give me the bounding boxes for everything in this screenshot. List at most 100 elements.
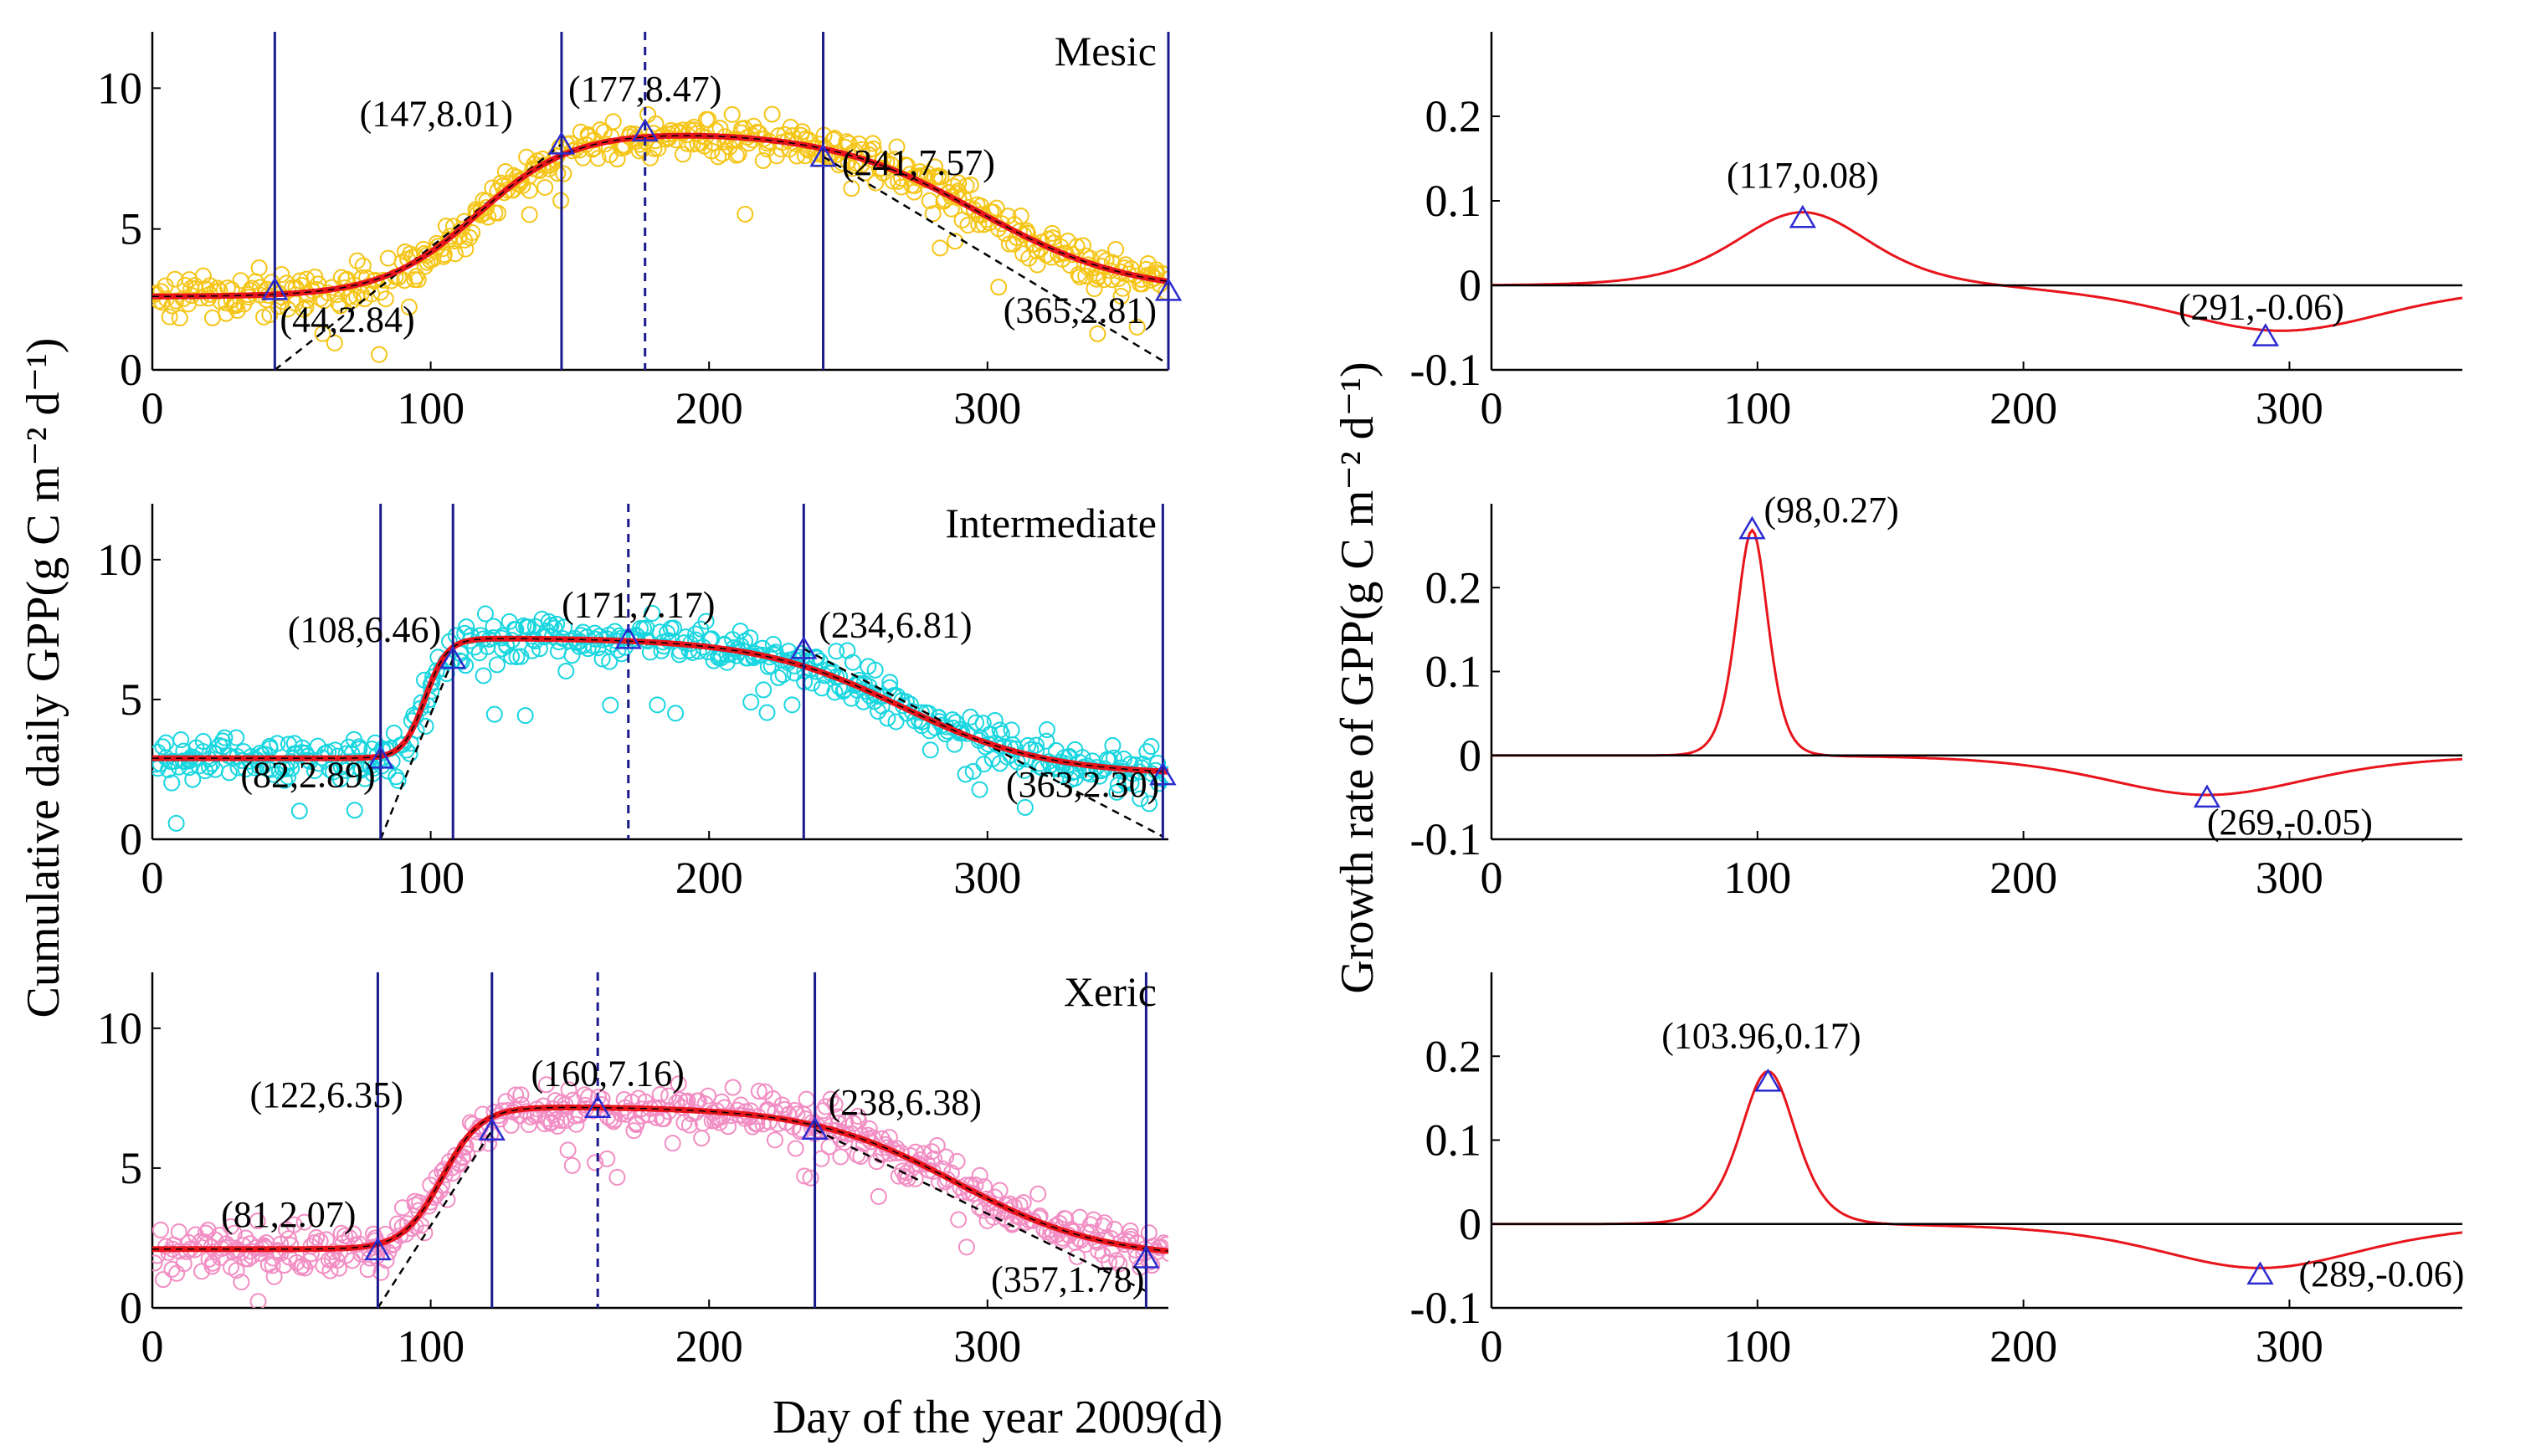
fit-curve-overlay <box>152 135 1168 298</box>
key-point-label: (147,8.01) <box>360 93 513 134</box>
key-point-label: (238,6.38) <box>829 1082 982 1123</box>
data-point <box>233 1274 250 1291</box>
data-point <box>555 165 572 182</box>
data-point <box>485 705 503 723</box>
data-point <box>587 1154 604 1171</box>
data-point <box>523 642 541 659</box>
data-point <box>457 657 475 674</box>
data-point <box>1100 1253 1117 1271</box>
data-point <box>665 619 682 637</box>
extremum-label: (117,0.08) <box>1727 155 1879 196</box>
data-point <box>723 105 741 123</box>
data-point <box>1161 1245 1168 1263</box>
data-point <box>1027 736 1045 754</box>
key-point-marker <box>631 118 659 142</box>
data-point <box>228 1262 245 1279</box>
y-tick-label: -0.1 <box>1410 814 1481 864</box>
data-point <box>285 1216 303 1233</box>
data-point <box>993 725 1010 742</box>
data-point <box>1075 237 1092 254</box>
data-point <box>548 615 566 633</box>
data-point <box>557 662 575 679</box>
data-point <box>201 277 218 295</box>
data-point <box>216 729 234 746</box>
key-point-marker <box>1154 277 1183 301</box>
data-point <box>724 1079 742 1096</box>
data-point <box>866 661 884 679</box>
data-point <box>826 1095 844 1113</box>
data-point <box>214 738 232 756</box>
tangent-line <box>379 658 454 839</box>
x-tick-label: 200 <box>1989 383 2057 433</box>
data-point <box>161 308 178 326</box>
data-point <box>388 768 405 786</box>
data-point <box>152 1254 163 1272</box>
data-point <box>265 1268 283 1285</box>
data-point <box>1085 1211 1102 1228</box>
data-point <box>171 310 188 327</box>
data-point <box>154 1271 172 1289</box>
data-point <box>832 1148 850 1166</box>
data-point <box>579 126 597 143</box>
key-point-marker <box>1149 761 1177 786</box>
data-point <box>232 272 249 290</box>
data-point <box>408 268 425 285</box>
data-point <box>157 734 175 751</box>
x-tick-label: 300 <box>953 383 1021 433</box>
data-point <box>860 1120 878 1137</box>
data-point <box>228 729 245 746</box>
data-point <box>457 240 475 258</box>
data-point <box>1029 1185 1047 1202</box>
y-tick-label: 0 <box>1459 731 1481 781</box>
data-point <box>160 761 177 778</box>
y-tick-label: 5 <box>120 674 142 725</box>
x-tick-label: 0 <box>1481 383 1503 433</box>
data-point <box>975 756 993 773</box>
panel-6: 0 100 200 3000.20.10-0.1(103.96,0.17)(289,-… <box>1410 972 2464 1371</box>
data-point <box>770 669 788 686</box>
data-point <box>971 781 988 798</box>
data-point <box>521 206 538 223</box>
data-point <box>377 290 394 308</box>
data-point <box>664 1135 681 1152</box>
extremum-marker <box>2246 1261 2274 1285</box>
key-point-marker <box>1132 1245 1160 1269</box>
data-point <box>750 1083 767 1100</box>
key-point-label: (177,8.47) <box>568 69 721 110</box>
data-point <box>314 325 331 342</box>
data-point <box>932 239 949 257</box>
data-point <box>667 705 685 722</box>
data-point <box>563 1156 581 1174</box>
panel-title: Intermediate <box>945 500 1157 546</box>
key-point-label: (234,6.81) <box>819 604 972 645</box>
key-point-label: (171,7.17) <box>562 584 715 625</box>
key-point-label: (82,2.89) <box>240 754 375 795</box>
x-tick-label: 100 <box>397 1321 465 1371</box>
data-point <box>437 218 454 235</box>
plot-area <box>152 105 1168 370</box>
data-point <box>469 1136 486 1153</box>
key-point-marker <box>614 625 642 649</box>
key-point-marker <box>364 1237 392 1261</box>
y-tick-label: 5 <box>120 1143 142 1193</box>
data-point <box>694 1115 711 1132</box>
x-tick-label: 0 <box>141 853 164 903</box>
data-point <box>959 217 977 234</box>
extremum-label: (289,-0.06) <box>2298 1253 2464 1295</box>
x-tick-label: 0 <box>141 1321 164 1371</box>
data-point <box>1014 1194 1032 1212</box>
data-point <box>250 259 268 276</box>
extremum-marker <box>2193 784 2221 808</box>
data-point <box>516 707 534 725</box>
data-point <box>915 1145 932 1162</box>
data-point <box>264 1257 281 1274</box>
data-point <box>400 298 418 315</box>
y-tick-label: 0.1 <box>1425 1115 1482 1166</box>
data-point <box>282 1237 300 1254</box>
extremum-marker <box>2251 323 2279 346</box>
data-point <box>1003 721 1020 739</box>
key-point-marker <box>547 131 576 155</box>
data-point <box>957 766 974 783</box>
extremum-marker <box>1754 1068 1782 1092</box>
data-point <box>537 1076 555 1094</box>
